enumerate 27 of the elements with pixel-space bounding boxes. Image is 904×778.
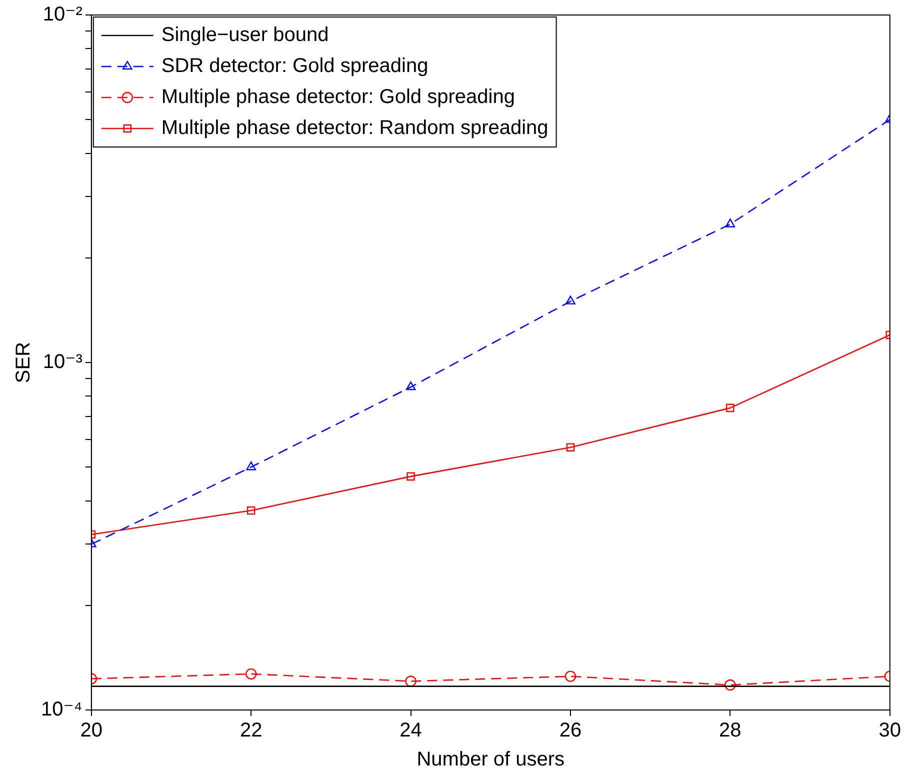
x-tick-label: 22 bbox=[240, 720, 262, 742]
x-tick-label: 20 bbox=[80, 720, 103, 742]
point bbox=[405, 676, 416, 687]
x-tick-label: 26 bbox=[559, 720, 582, 742]
y-tick-label: 10⁻³ bbox=[42, 351, 83, 374]
y-tick-label: 10⁻² bbox=[42, 4, 83, 26]
x-tick-label: 28 bbox=[719, 720, 742, 742]
y-tick-label: 10⁻⁴ bbox=[40, 698, 82, 721]
point bbox=[564, 670, 576, 682]
legend-label: Multiple phase detector: Random spreading bbox=[161, 117, 548, 140]
point bbox=[566, 443, 575, 452]
legend-label: Multiple phase detector: Gold spreading bbox=[161, 86, 515, 108]
y-axis-title: SER bbox=[12, 342, 35, 384]
point bbox=[406, 472, 415, 481]
x-tick-label: 30 bbox=[878, 720, 901, 742]
point bbox=[725, 218, 736, 228]
point bbox=[724, 679, 736, 691]
x-axis-title: Number of users bbox=[416, 748, 565, 771]
point bbox=[726, 404, 734, 412]
point bbox=[406, 381, 416, 390]
point bbox=[246, 462, 256, 470]
point bbox=[245, 668, 257, 680]
x-tick-label: 24 bbox=[400, 720, 422, 742]
point bbox=[246, 506, 256, 515]
point bbox=[566, 296, 576, 304]
legend-label: SDR detector: Gold spreading bbox=[161, 55, 428, 78]
legend-label: Single−user bound bbox=[161, 24, 329, 46]
